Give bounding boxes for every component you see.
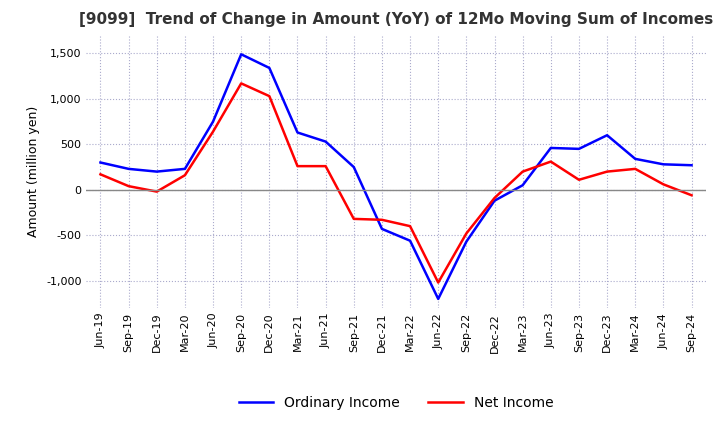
- Title: [9099]  Trend of Change in Amount (YoY) of 12Mo Moving Sum of Incomes: [9099] Trend of Change in Amount (YoY) o…: [79, 12, 713, 27]
- Net Income: [603, 169, 611, 174]
- Net Income: [631, 166, 639, 172]
- Net Income: [153, 189, 161, 194]
- Ordinary Income: [181, 166, 189, 172]
- Net Income: [209, 129, 217, 134]
- Net Income: [659, 182, 667, 187]
- Ordinary Income: [518, 183, 527, 188]
- Ordinary Income: [575, 146, 583, 151]
- Ordinary Income: [96, 160, 105, 165]
- Net Income: [321, 164, 330, 169]
- Net Income: [125, 183, 133, 189]
- Net Income: [181, 172, 189, 178]
- Ordinary Income: [153, 169, 161, 174]
- Net Income: [237, 81, 246, 86]
- Ordinary Income: [265, 65, 274, 70]
- Net Income: [349, 216, 358, 221]
- Net Income: [518, 169, 527, 174]
- Line: Net Income: Net Income: [101, 84, 691, 282]
- Ordinary Income: [237, 51, 246, 57]
- Ordinary Income: [603, 132, 611, 138]
- Net Income: [293, 164, 302, 169]
- Ordinary Income: [293, 130, 302, 135]
- Ordinary Income: [406, 238, 415, 243]
- Ordinary Income: [434, 296, 443, 301]
- Net Income: [96, 172, 105, 177]
- Ordinary Income: [490, 198, 499, 203]
- Net Income: [377, 217, 386, 223]
- Y-axis label: Amount (million yen): Amount (million yen): [27, 106, 40, 237]
- Net Income: [490, 195, 499, 201]
- Ordinary Income: [462, 239, 471, 244]
- Net Income: [546, 159, 555, 164]
- Ordinary Income: [631, 156, 639, 161]
- Ordinary Income: [659, 161, 667, 167]
- Ordinary Income: [546, 145, 555, 150]
- Ordinary Income: [377, 226, 386, 231]
- Ordinary Income: [209, 119, 217, 124]
- Net Income: [434, 280, 443, 285]
- Net Income: [265, 93, 274, 99]
- Ordinary Income: [125, 166, 133, 172]
- Ordinary Income: [687, 163, 696, 168]
- Net Income: [575, 177, 583, 183]
- Ordinary Income: [321, 139, 330, 144]
- Net Income: [462, 231, 471, 236]
- Line: Ordinary Income: Ordinary Income: [101, 54, 691, 299]
- Ordinary Income: [349, 165, 358, 170]
- Legend: Ordinary Income, Net Income: Ordinary Income, Net Income: [233, 391, 559, 416]
- Net Income: [406, 224, 415, 229]
- Net Income: [687, 193, 696, 198]
